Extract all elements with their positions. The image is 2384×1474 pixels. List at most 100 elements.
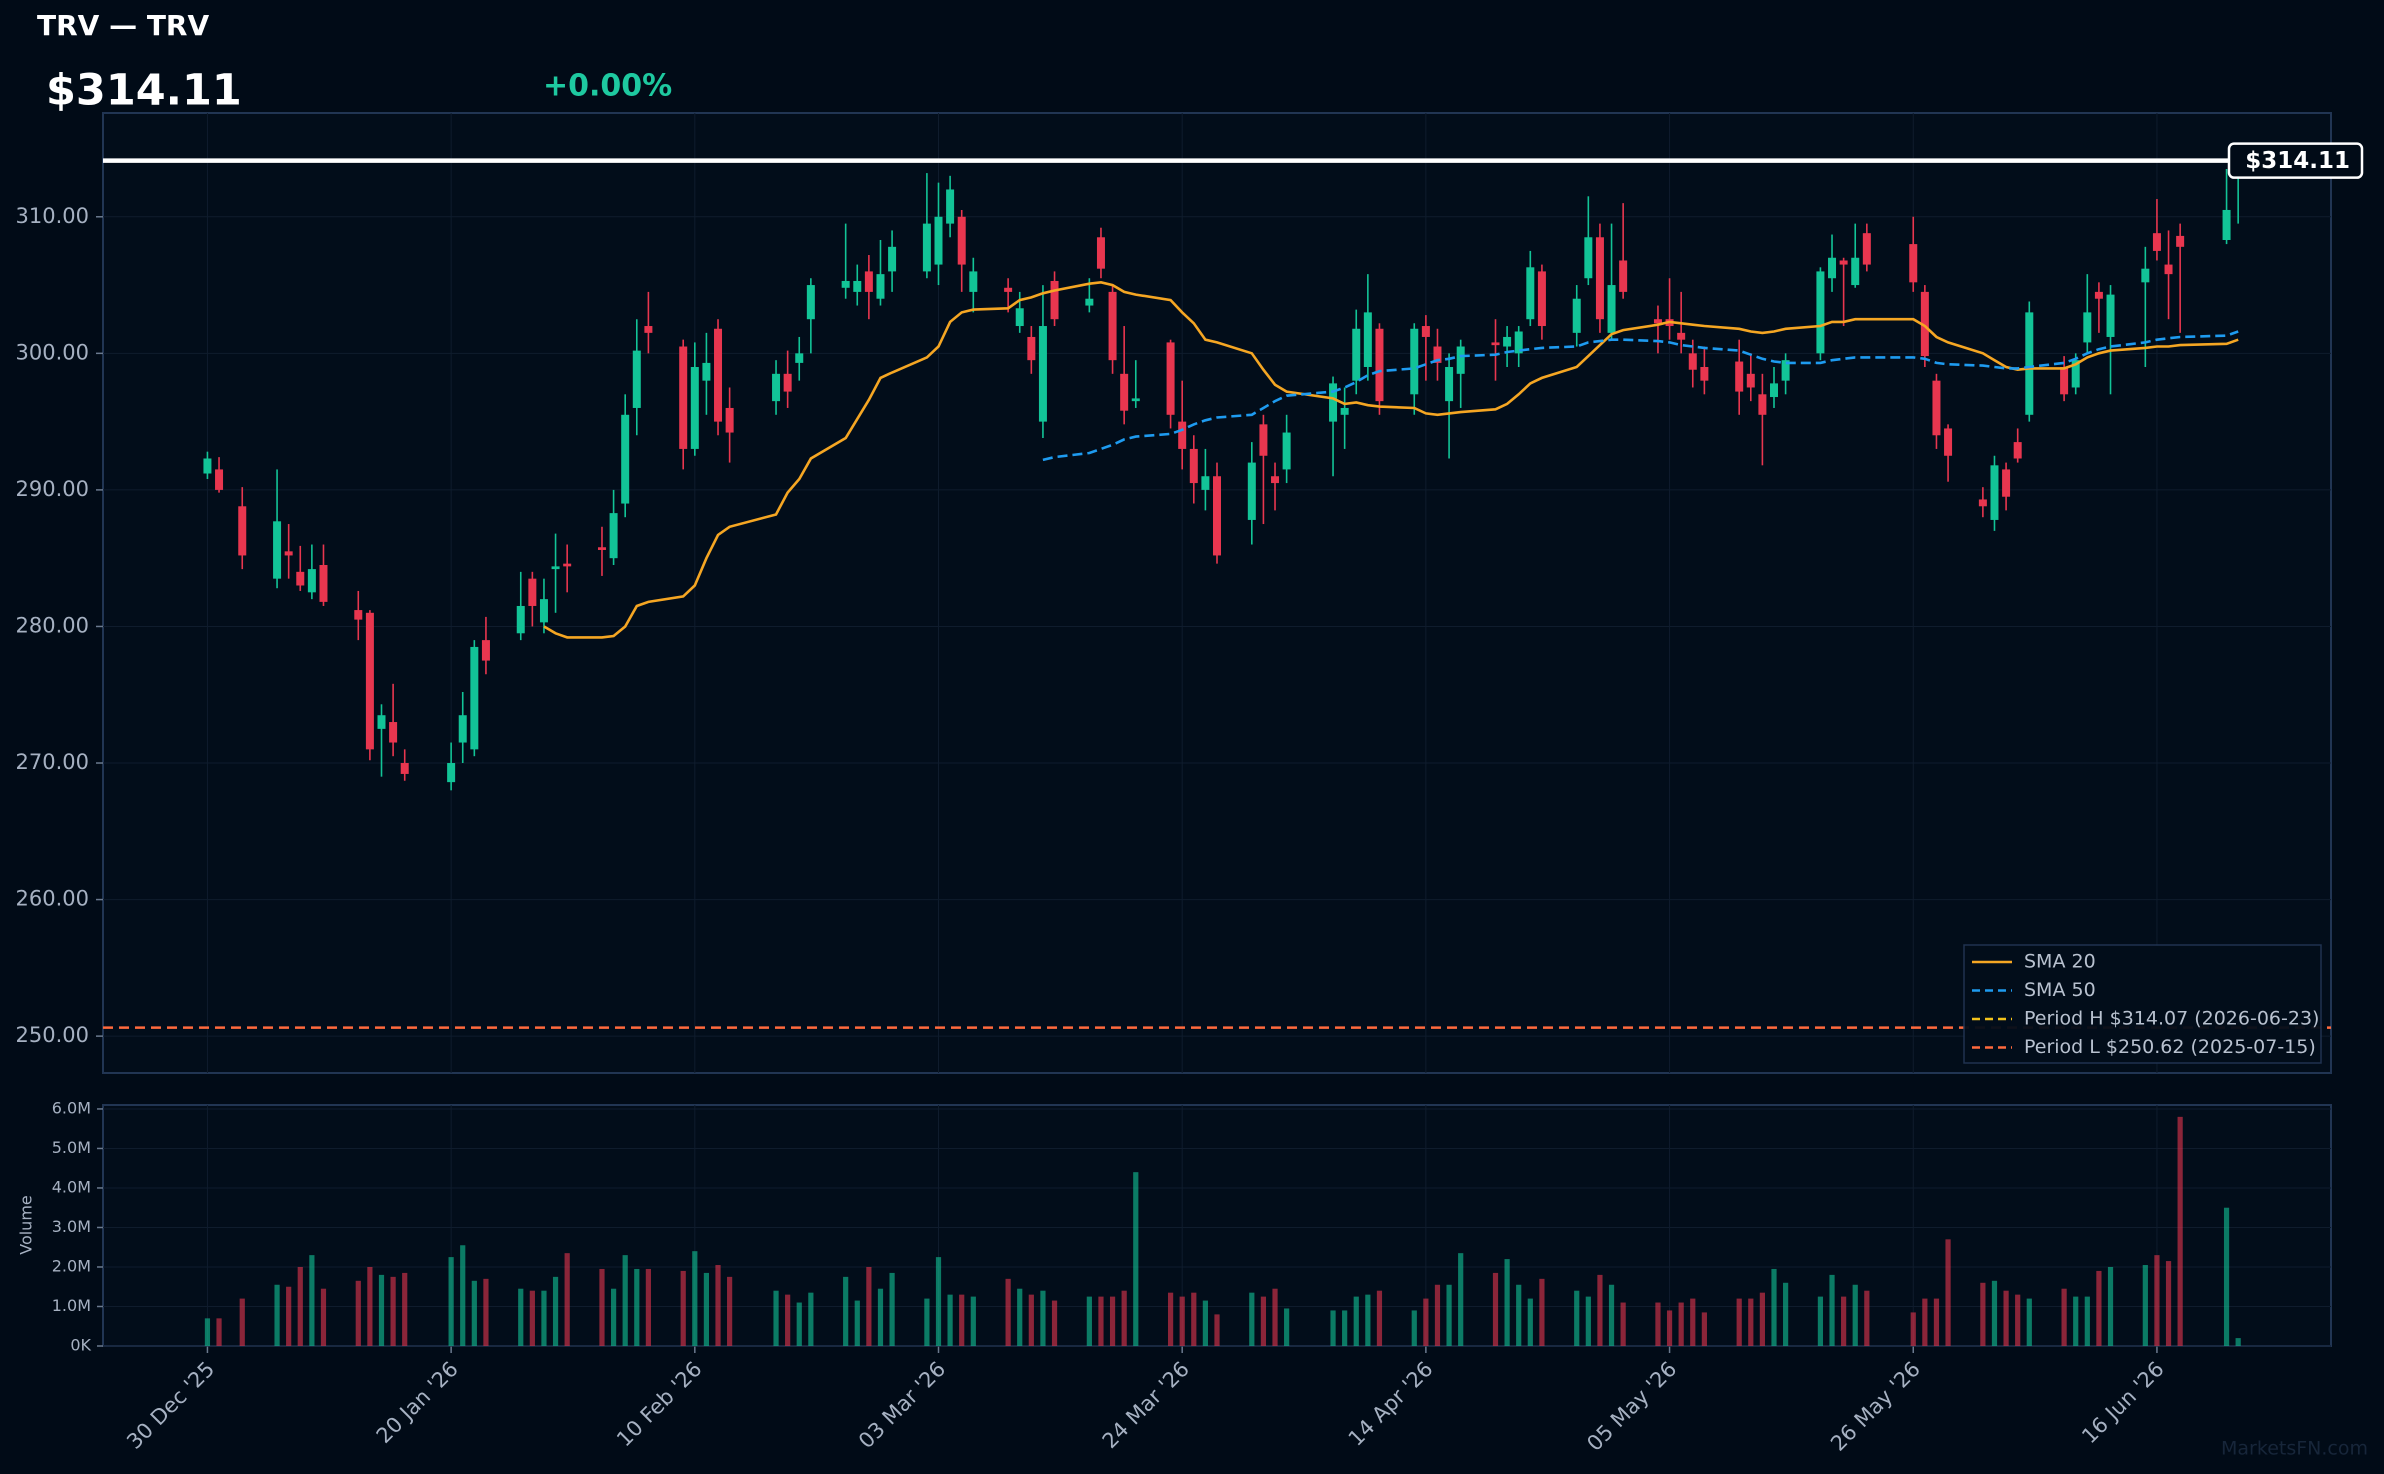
candle-body: [679, 346, 688, 449]
volume-bar: [1040, 1290, 1046, 1346]
candle-body: [2164, 264, 2173, 275]
candle-body: [447, 763, 456, 783]
candle-body: [597, 547, 606, 550]
candle-body: [458, 715, 467, 743]
volume-bar: [1980, 1282, 1986, 1346]
candle-body: [1108, 291, 1117, 361]
volume-bar: [1051, 1300, 1058, 1346]
volume-bar: [460, 1245, 466, 1346]
candle-body: [1932, 380, 1941, 436]
candle-body: [1572, 298, 1581, 333]
legend-label: Period H $314.07 (2026-06-23): [2024, 1008, 2319, 1030]
volume-y-tick-label: 6.0M: [52, 1098, 91, 1117]
candle-body: [1526, 267, 1535, 320]
candle-body: [215, 469, 224, 490]
candle-body: [609, 513, 618, 559]
volume-bar: [924, 1298, 930, 1346]
volume-bar: [622, 1255, 628, 1346]
candle-body: [354, 610, 363, 620]
candle-body: [1085, 298, 1094, 306]
candle-body: [365, 612, 374, 750]
candle-body: [1816, 271, 1825, 354]
volume-bar: [1109, 1296, 1116, 1346]
volume-bar: [599, 1268, 605, 1346]
volume-y-tick-label: 2.0M: [52, 1256, 91, 1275]
volume-bar: [970, 1296, 976, 1346]
volume-bar: [935, 1257, 942, 1346]
volume-y-tick-label: 1.0M: [52, 1296, 91, 1315]
volume-bar: [1829, 1274, 1835, 1346]
volume-bar: [1167, 1292, 1174, 1346]
candle-body: [1363, 312, 1372, 367]
candle-body: [969, 271, 978, 292]
candle-body: [1410, 328, 1419, 395]
candle-body: [2002, 469, 2011, 497]
volume-bar: [564, 1253, 570, 1346]
current-price: $314.11: [46, 66, 242, 116]
legend-label: Period L $250.62 (2025-07-15): [2024, 1036, 2316, 1058]
candle-body: [319, 565, 328, 602]
candle-body: [1456, 346, 1465, 374]
candle-body: [1352, 328, 1361, 381]
volume-bar: [1179, 1296, 1185, 1346]
candle-body: [1503, 336, 1512, 347]
candle-body: [1990, 465, 1999, 520]
candle-body: [1189, 448, 1198, 484]
volume-bar: [2015, 1294, 2021, 1346]
volume-bar: [2235, 1338, 2241, 1346]
volume-bar: [1446, 1284, 1452, 1346]
volume-axis-label: Volume: [17, 1195, 36, 1255]
candle-body: [1537, 271, 1546, 327]
candle-body: [1688, 353, 1697, 370]
volume-bar: [703, 1272, 710, 1346]
volume-bar: [1365, 1294, 1371, 1346]
legend-box: [1963, 944, 2322, 1064]
volume-bar: [1574, 1290, 1580, 1346]
y-tick-label: 260.00: [16, 887, 89, 911]
volume-bar: [239, 1298, 245, 1346]
volume-bar: [2084, 1296, 2090, 1346]
volume-bar: [1017, 1288, 1023, 1346]
volume-bar: [1690, 1298, 1696, 1346]
volume-bar: [1353, 1296, 1359, 1346]
candle-body: [2025, 312, 2034, 415]
candle-body: [1700, 366, 1709, 381]
candle-body: [1259, 424, 1268, 456]
sma-line: [543, 280, 2239, 639]
candle-body: [2222, 209, 2231, 240]
volume-bar: [2154, 1255, 2160, 1346]
candle-body: [1781, 360, 1790, 381]
volume-bar: [866, 1266, 872, 1346]
volume-bar: [1133, 1172, 1139, 1346]
y-tick-label: 280.00: [16, 613, 89, 637]
volume-bar: [1783, 1282, 1789, 1346]
volume-bar: [2142, 1265, 2148, 1346]
candle-body: [1677, 332, 1686, 340]
volume-bar: [808, 1292, 814, 1346]
candle-body: [1607, 285, 1616, 333]
volume-y-tick-label: 3.0M: [52, 1217, 91, 1236]
watermark: MarketsFN.com: [2221, 1438, 2368, 1460]
volume-bar: [286, 1286, 292, 1346]
volume-bar: [1191, 1292, 1197, 1346]
volume-bar: [2107, 1266, 2114, 1346]
candle-body: [1653, 319, 1662, 324]
candle-body: [1758, 394, 1767, 415]
volume-bar: [1539, 1278, 1545, 1346]
candle-body: [296, 571, 305, 586]
candle-body: [806, 285, 815, 320]
volume-bar: [1005, 1278, 1011, 1346]
volume-bar: [320, 1288, 327, 1346]
candle-body: [690, 366, 699, 449]
candle-body: [2060, 366, 2069, 395]
volume-bar: [959, 1294, 965, 1346]
candle-body: [481, 640, 490, 661]
volume-bar: [1736, 1298, 1742, 1346]
candle-body: [1120, 373, 1129, 411]
volume-bar: [1214, 1314, 1220, 1346]
candle-body: [1096, 237, 1105, 269]
candle-body: [203, 458, 212, 474]
volume-bar: [402, 1272, 408, 1346]
candle-body: [1247, 462, 1256, 520]
volume-bar: [1608, 1284, 1615, 1346]
